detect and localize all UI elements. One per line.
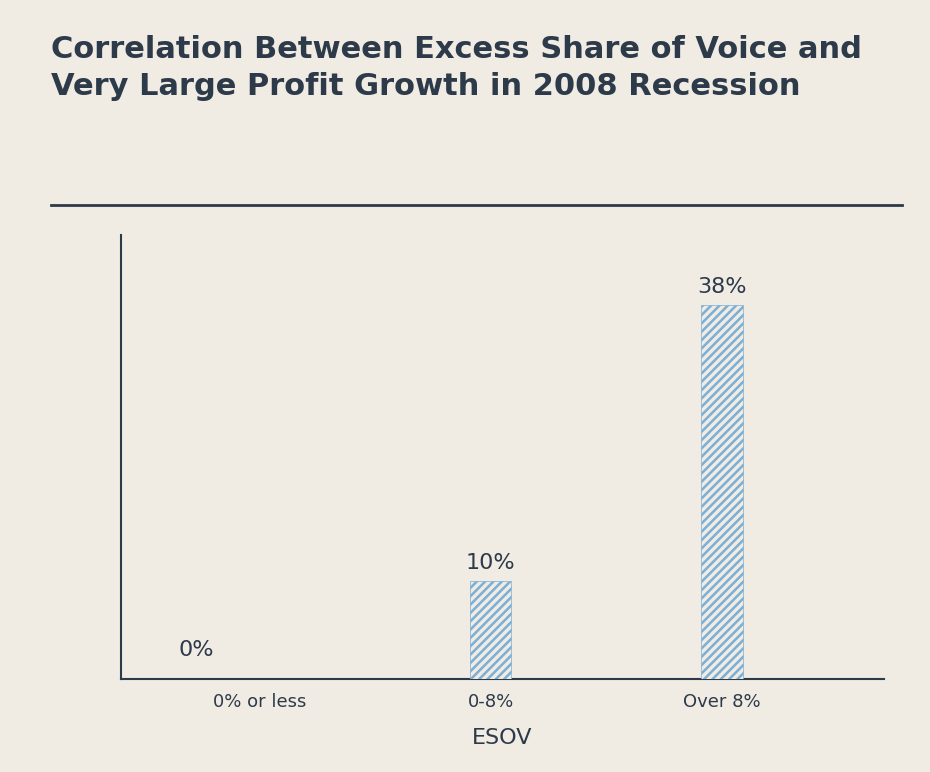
Text: 10%: 10% (466, 553, 515, 573)
Bar (701, 304, 742, 679)
X-axis label: ESOV: ESOV (472, 728, 533, 748)
Text: 0%: 0% (179, 640, 214, 659)
Text: 38%: 38% (697, 276, 747, 296)
Bar (470, 581, 512, 679)
Text: Correlation Between Excess Share of Voice and
Very Large Profit Growth in 2008 R: Correlation Between Excess Share of Voic… (51, 35, 862, 101)
